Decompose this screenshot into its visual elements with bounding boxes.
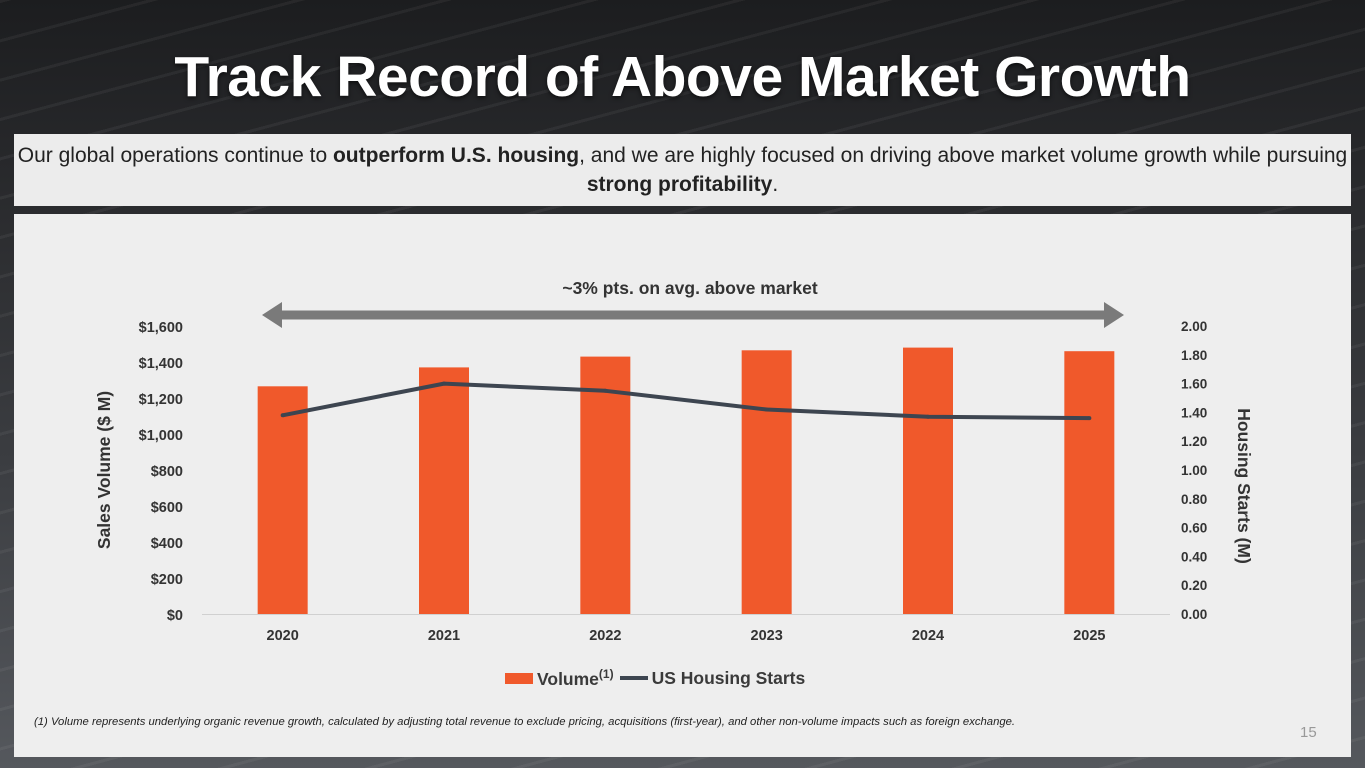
- volume-bar: [257, 386, 308, 614]
- subtitle-text-1: Our global operations continue to: [17, 144, 333, 167]
- housing-starts-line: [282, 381, 1090, 421]
- x-tick-label: 2023: [751, 628, 783, 644]
- above-market-arrow-head-left: [262, 302, 282, 328]
- y-tick-label: $200: [151, 572, 183, 588]
- x-tick-label: 2020: [267, 628, 299, 644]
- subtitle-box: Our global operations continue to outper…: [14, 134, 1351, 206]
- chart-legend: Volume(1) US Housing Starts: [505, 666, 805, 690]
- volume-bar: [1064, 351, 1115, 614]
- housing-starts-point: [1087, 416, 1092, 421]
- y2-tick-label: 0.40: [1181, 549, 1207, 564]
- subtitle-bold-1: outperform U.S. housing: [332, 144, 580, 167]
- x-tick-label: 2025: [1073, 628, 1105, 644]
- housing-starts-point: [764, 407, 769, 412]
- y2-tick-label: 0.60: [1181, 521, 1207, 536]
- slide-title: Track Record of Above Market Growth: [174, 45, 1191, 109]
- housing-starts-point: [603, 388, 608, 393]
- y2-tick-label: 1.40: [1181, 405, 1207, 420]
- y-tick-label: $600: [151, 500, 183, 516]
- above-market-arrow-head-right: [1104, 302, 1124, 328]
- y-tick-label: $800: [151, 464, 183, 480]
- housing-starts-point: [442, 381, 446, 386]
- page-number: 15: [1300, 724, 1317, 741]
- legend-volume-swatch: [505, 672, 533, 684]
- volume-bar: [903, 347, 953, 614]
- y2-tick-label: 1.80: [1181, 348, 1207, 363]
- y-tick-label: $0: [167, 608, 183, 624]
- y2-axis-label: Housing Starts (M): [1234, 408, 1254, 564]
- housing-starts-point: [280, 413, 285, 418]
- y2-tick-label: 0.80: [1181, 492, 1207, 507]
- subtitle-text-2: , and we are highly focused on driving a…: [579, 144, 1348, 167]
- x-tick-label: 2022: [589, 628, 621, 644]
- y2-tick-label: 0.20: [1181, 578, 1207, 593]
- legend-housing-swatch: [619, 676, 648, 680]
- y-tick-label: $1,000: [139, 428, 183, 444]
- y-tick-label: $400: [151, 536, 183, 552]
- volume-bar: [419, 367, 469, 614]
- volume-bar: [580, 356, 631, 614]
- above-market-annotation: ~3% pts. on avg. above market: [562, 278, 817, 298]
- y-tick-label: $1,400: [139, 356, 183, 372]
- y2-tick-label: 1.00: [1181, 463, 1207, 478]
- x-tick-label: 2024: [912, 628, 944, 644]
- y2-tick-label: 1.20: [1181, 434, 1207, 449]
- y2-tick-label: 1.60: [1181, 377, 1207, 392]
- legend-volume-label: Volume(1): [537, 666, 614, 689]
- footnote: (1) Volume represents underlying organic…: [34, 716, 1016, 728]
- y-axis-label: Sales Volume ($ M): [94, 391, 114, 549]
- volume-bar: [741, 350, 792, 614]
- chart-panel: [14, 214, 1351, 757]
- subtitle-text-3: .: [772, 173, 779, 196]
- housing-starts-point: [926, 414, 930, 419]
- y2-tick-label: 2.00: [1181, 319, 1207, 334]
- subtitle-bold-2: strong profitability: [586, 173, 773, 196]
- y-tick-label: $1,600: [139, 320, 183, 336]
- y-tick-label: $1,200: [139, 392, 183, 408]
- legend-housing-label: US Housing Starts: [651, 667, 806, 688]
- x-tick-label: 2021: [428, 628, 460, 644]
- y2-tick-label: 0.00: [1181, 607, 1207, 622]
